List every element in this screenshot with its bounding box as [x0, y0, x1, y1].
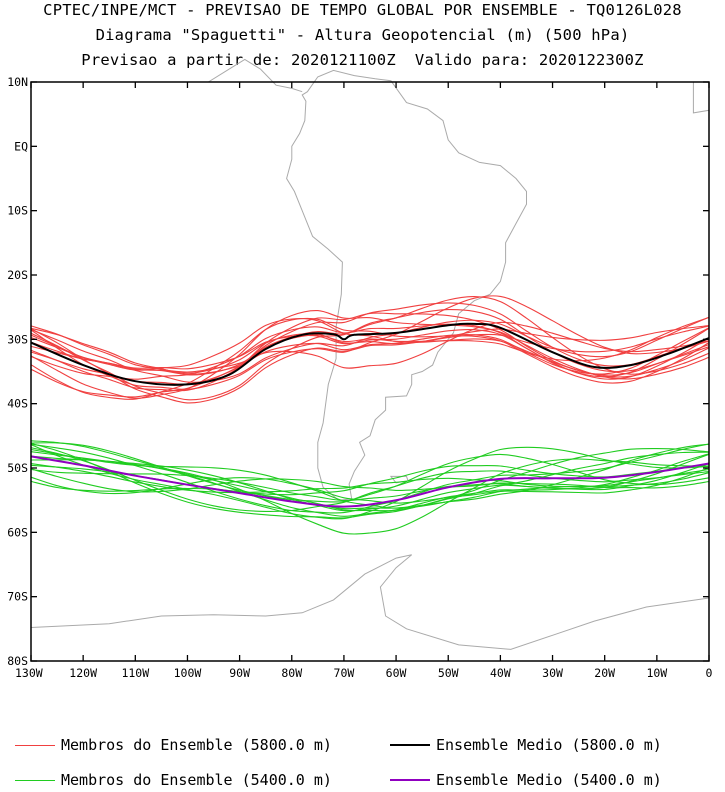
members-5400-group	[30, 440, 710, 535]
lat-tick-label: 30S	[7, 332, 28, 346]
lon-tick-label: 50W	[438, 666, 459, 680]
lon-tick-label: 60W	[386, 666, 407, 680]
lon-tick-label: 130W	[15, 666, 43, 680]
lat-tick-label: EQ	[14, 139, 28, 153]
legend-swatch-red	[15, 744, 55, 746]
lat-tick-label: 40S	[7, 397, 28, 411]
coastlines	[30, 58, 710, 650]
member-5800-line-7	[30, 325, 710, 404]
legend-swatch-purple	[390, 779, 430, 781]
member-5400-line-6	[30, 453, 710, 502]
member-5400-line-1	[30, 455, 710, 512]
legend-label-members-5400: Membros do Ensemble (5400.0 m)	[61, 771, 332, 789]
member-5400-line-2	[30, 442, 710, 510]
member-5400-line-12	[30, 440, 710, 512]
member-5400-line-7	[30, 442, 710, 519]
legend-label-mean-5800: Ensemble Medio (5800.0 m)	[436, 736, 662, 754]
legend-members-5400: Membros do Ensemble (5400.0 m)	[15, 771, 332, 789]
lat-tick-label: 60S	[7, 525, 28, 539]
map-frame	[30, 81, 710, 662]
member-5800-line-3	[30, 321, 710, 373]
member-5800-line-16	[30, 316, 710, 383]
lon-tick-label: 80W	[281, 666, 302, 680]
lat-tick-label: 50S	[7, 461, 28, 475]
title-line-2: Diagrama "Spaguetti" - Altura Geopotenci…	[95, 26, 630, 44]
lon-tick-label: 90W	[229, 666, 250, 680]
member-5400-line-8	[30, 444, 710, 520]
lon-tick-label: 30W	[542, 666, 563, 680]
legend-swatch-green	[15, 779, 55, 781]
lon-tick-label: 110W	[121, 666, 149, 680]
lon-tick-label: 100W	[174, 666, 202, 680]
member-5800-line-6	[30, 323, 710, 380]
member-5400-line-15	[30, 467, 710, 504]
lon-tick-label: 10W	[646, 666, 667, 680]
lat-tick-label: 80S	[7, 654, 28, 668]
legend-label-mean-5400: Ensemble Medio (5400.0 m)	[436, 771, 662, 789]
member-5400-line-9	[30, 447, 710, 512]
member-5800-line-2	[30, 316, 710, 376]
member-5400-line-16	[30, 443, 710, 514]
member-5800-line-4	[30, 302, 710, 385]
member-5800-line-9	[30, 309, 710, 401]
lon-tick-label: 20W	[594, 666, 615, 680]
title-line-1: CPTEC/INPE/MCT - PREVISAO DE TEMPO GLOBA…	[43, 1, 682, 19]
mean-5800-line	[30, 322, 710, 386]
member-5800-line-15	[30, 317, 710, 400]
member-5800-line-13	[30, 296, 710, 398]
legend-swatch-black	[390, 744, 430, 746]
mean-5400-line	[30, 455, 710, 508]
member-5800-line-1	[30, 328, 710, 380]
lon-tick-label: 70W	[334, 666, 355, 680]
member-5800-line-14	[30, 312, 710, 392]
lon-tick-label: 120W	[69, 666, 97, 680]
member-5800-line-8	[30, 295, 710, 390]
legend-mean-5800: Ensemble Medio (5800.0 m)	[390, 736, 662, 754]
members-5800-group	[30, 295, 710, 404]
legend-mean-5400: Ensemble Medio (5400.0 m)	[390, 771, 662, 789]
lon-tick-label: 40W	[490, 666, 511, 680]
lat-tick-label: 70S	[7, 590, 28, 604]
lat-tick-label: 20S	[7, 268, 28, 282]
legend-label-members-5800: Membros do Ensemble (5800.0 m)	[61, 736, 332, 754]
lat-tick-label: 10S	[7, 204, 28, 218]
member-5800-line-12	[30, 325, 710, 374]
title-line-3: Previsao a partir de: 2020121100Z Valido…	[81, 51, 644, 69]
lon-tick-label: 0	[706, 666, 713, 680]
member-5400-line-14	[30, 463, 710, 494]
legend-members-5800: Membros do Ensemble (5800.0 m)	[15, 736, 332, 754]
lat-tick-label: 10N	[7, 75, 28, 89]
